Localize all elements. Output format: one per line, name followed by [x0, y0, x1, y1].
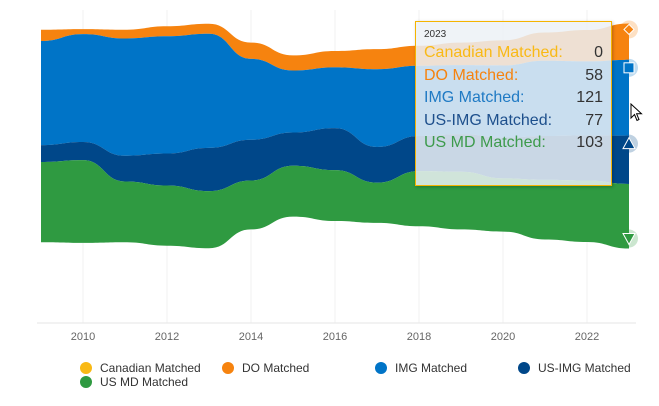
- x-tick-label: 2020: [491, 331, 515, 343]
- tooltip-series-label: US MD Matched:: [424, 134, 546, 151]
- x-tick-label: 2018: [407, 331, 431, 343]
- x-tick-label: 2022: [575, 331, 599, 343]
- tooltip-series-label: US-IMG Matched:: [424, 111, 553, 129]
- x-tick-label: 2016: [323, 331, 347, 343]
- legend-label: Canadian Matched: [100, 361, 201, 375]
- legend-circle-icon: [518, 362, 530, 374]
- legend-item[interactable]: US-IMG Matched: [518, 361, 631, 375]
- tooltip-year: 2023: [424, 29, 447, 40]
- marker-diamond-icon: [623, 23, 635, 36]
- tooltip-row: US-IMG Matched: 77: [424, 110, 603, 133]
- tooltip-series-value: 58: [585, 66, 603, 84]
- x-tick-label: 2012: [155, 331, 179, 343]
- legend-item[interactable]: IMG Matched: [375, 361, 467, 375]
- tooltip-series-value: 121: [576, 89, 603, 106]
- tooltip-series-label: DO Matched:: [424, 66, 519, 84]
- tooltip: 2023 Canadian Matched: 0 DO Matched: 58 IMG …: [415, 21, 612, 186]
- legend-circle-icon: [80, 376, 92, 388]
- legend-item[interactable]: US MD Matched: [80, 375, 188, 389]
- legend-item[interactable]: DO Matched: [222, 361, 309, 375]
- marker-square-icon: [623, 62, 635, 74]
- legend-label: US MD Matched: [100, 375, 189, 389]
- x-tick-label: 2014: [239, 331, 263, 343]
- mouse-cursor-icon: [630, 103, 643, 122]
- hover-markers: [620, 20, 638, 248]
- legend-circle-icon: [222, 362, 234, 374]
- x-axis-ticks: 2010 2012 2014 2016 2018 2020 2022: [71, 331, 599, 343]
- tooltip-row: DO Matched: 58: [424, 65, 603, 88]
- legend-item[interactable]: Canadian Matched: [80, 361, 201, 375]
- legend-label: IMG Matched: [395, 361, 468, 375]
- tooltip-row: US MD Matched: 103: [424, 132, 603, 155]
- legend-label: DO Matched: [242, 361, 310, 375]
- marker-triangle-down-icon: [622, 233, 636, 246]
- tooltip-series-value: 103: [576, 134, 603, 151]
- legend-circle-icon: [80, 362, 92, 374]
- tooltip-series-value: 77: [585, 111, 603, 129]
- marker-triangle-up-icon: [622, 136, 636, 150]
- tooltip-row: Canadian Matched: 0: [424, 42, 603, 65]
- tooltip-series-label: Canadian Matched:: [424, 44, 563, 61]
- legend-label: US-IMG Matched: [538, 361, 631, 375]
- x-tick-label: 2010: [71, 331, 95, 343]
- legend-circle-icon: [375, 362, 387, 374]
- tooltip-series-label: IMG Matched:: [424, 89, 525, 106]
- tooltip-series-value: 0: [594, 44, 603, 61]
- tooltip-row: IMG Matched: 121: [424, 87, 603, 110]
